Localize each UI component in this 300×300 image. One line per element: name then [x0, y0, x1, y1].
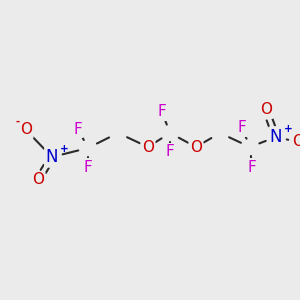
Text: +: + — [60, 144, 68, 154]
Text: O: O — [142, 140, 154, 154]
Text: F: F — [238, 121, 246, 136]
Text: F: F — [166, 145, 174, 160]
Text: F: F — [158, 104, 166, 119]
Text: -: - — [16, 117, 20, 127]
Text: F: F — [84, 160, 92, 175]
Text: N: N — [46, 148, 58, 166]
Text: +: + — [284, 124, 292, 134]
Text: O: O — [32, 172, 44, 188]
Text: O: O — [292, 134, 300, 149]
Text: F: F — [74, 122, 82, 136]
Text: N: N — [270, 128, 282, 146]
Text: O: O — [190, 140, 202, 154]
Text: O: O — [20, 122, 32, 137]
Text: F: F — [248, 160, 256, 175]
Text: O: O — [260, 103, 272, 118]
